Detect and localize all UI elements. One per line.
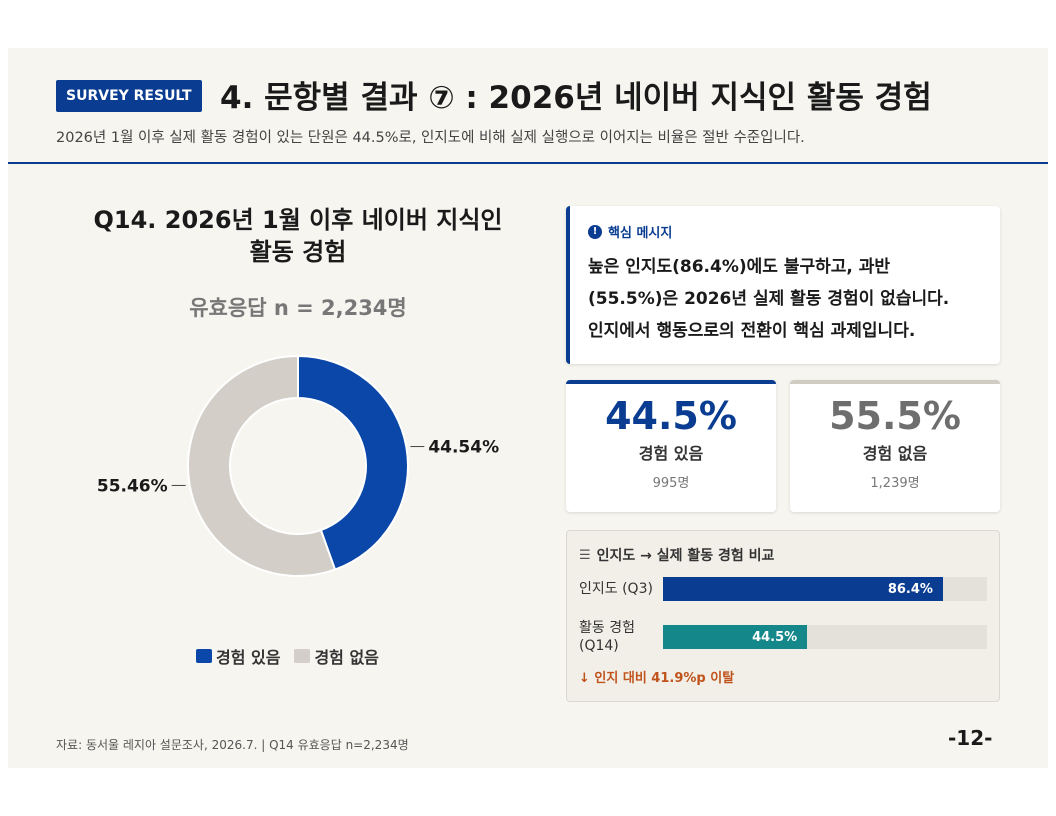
legend-item-yes: 경험 있음 <box>196 644 280 668</box>
key-message-line3: 인지에서 행동으로의 전환이 핵심 과제입니다. <box>588 321 916 341</box>
comparison-label-awareness: 인지도 (Q3) <box>579 581 653 597</box>
legend-label-yes: 경험 있음 <box>216 648 281 667</box>
header-divider <box>8 162 1048 164</box>
page-subtitle: 2026년 1월 이후 실제 활동 경험이 있는 단원은 44.5%로, 인지도… <box>56 130 805 146</box>
donut-label-no: 55.46% <box>97 476 168 496</box>
key-message-heading: 핵심 메시지 <box>608 226 673 241</box>
page-title: 4. 문항별 결과 ⑦ : 2026년 네이버 지식인 활동 경험 <box>220 80 932 116</box>
stat-label-yes: 경험 있음 <box>638 444 704 463</box>
stat-count-no: 1,239명 <box>870 476 920 491</box>
comparison-gap-note: ↓ 인지 대비 41.9%p 이탈 <box>579 671 735 686</box>
donut-label-yes: 44.54% <box>428 438 499 458</box>
comparison-value-activity: 44.5% <box>752 629 798 645</box>
stat-label-no: 경험 없음 <box>862 444 928 463</box>
comparison-header: ☰ 인지도 → 실제 활동 경험 비교 <box>579 545 987 565</box>
stat-value-no: 55.5% <box>829 394 961 438</box>
slide: SURVEY RESULT 4. 문항별 결과 ⑦ : 2026년 네이버 지식… <box>8 48 1048 768</box>
comparison-bar-awareness: 86.4% <box>663 577 943 601</box>
comparison-card: ☰ 인지도 → 실제 활동 경험 비교 인지도 (Q3) 86.4% 활동 경험… <box>566 530 1000 702</box>
donut-slice-yes <box>297 354 409 571</box>
comparison-track-activity: 44.5% <box>663 625 987 649</box>
comparison-bar-activity: 44.5% <box>663 625 808 649</box>
question-title-line1: Q14. 2026년 1월 이후 네이버 지식인 <box>93 206 503 234</box>
question-title-line2: 활동 경험 <box>249 238 347 266</box>
key-message-body: 높은 인지도(86.4%)에도 불구하고, 과반 (55.5%)은 2026년 … <box>588 251 982 347</box>
chart-legend: 경험 있음 경험 없음 <box>196 644 379 668</box>
source-note: 자료: 동서울 레지아 설문조사, 2026.7. | Q14 유효응답 n=2… <box>56 738 409 752</box>
stat-card-yes: 44.5% 경험 있음 995명 <box>566 380 776 512</box>
comparison-track-awareness: 86.4% <box>663 577 987 601</box>
legend-label-no: 경험 없음 <box>314 648 379 667</box>
comparison-value-awareness: 86.4% <box>887 581 933 597</box>
key-message-card: ! 핵심 메시지 높은 인지도(86.4%)에도 불구하고, 과반 (55.5%… <box>566 206 1000 364</box>
key-message-line1: 높은 인지도(86.4%)에도 불구하고, 과반 <box>588 257 891 277</box>
donut-slice-no <box>187 354 337 577</box>
question-title: Q14. 2026년 1월 이후 네이버 지식인 활동 경험 <box>48 204 548 268</box>
valid-responses-label: 유효응답 n = 2,234명 <box>189 296 407 320</box>
page-number: -12- <box>948 726 993 750</box>
legend-swatch-no <box>294 649 311 663</box>
stat-value-yes: 44.5% <box>605 394 737 438</box>
donut-chart: 44.54% 55.46% <box>97 354 499 577</box>
stat-card-no: 55.5% 경험 없음 1,239명 <box>790 380 1000 512</box>
list-icon: ☰ <box>579 547 591 563</box>
comparison-heading: 인지도 → 실제 활동 경험 비교 <box>596 548 775 564</box>
comparison-row-awareness: 인지도 (Q3) 86.4% <box>579 577 987 601</box>
key-message-line2: (55.5%)은 2026년 실제 활동 경험이 없습니다. <box>588 289 950 309</box>
survey-result-badge: SURVEY RESULT <box>56 80 202 112</box>
comparison-row-activity: 활동 경험 (Q14) 44.5% <box>579 619 987 655</box>
key-message-header: ! 핵심 메시지 <box>588 222 982 241</box>
legend-swatch-yes <box>196 649 212 663</box>
exclamation-circle-icon: ! <box>588 224 602 239</box>
stat-count-yes: 995명 <box>652 476 690 491</box>
comparison-label-activity: 활동 경험 (Q14) <box>579 620 635 654</box>
legend-item-no: 경험 없음 <box>294 644 379 668</box>
